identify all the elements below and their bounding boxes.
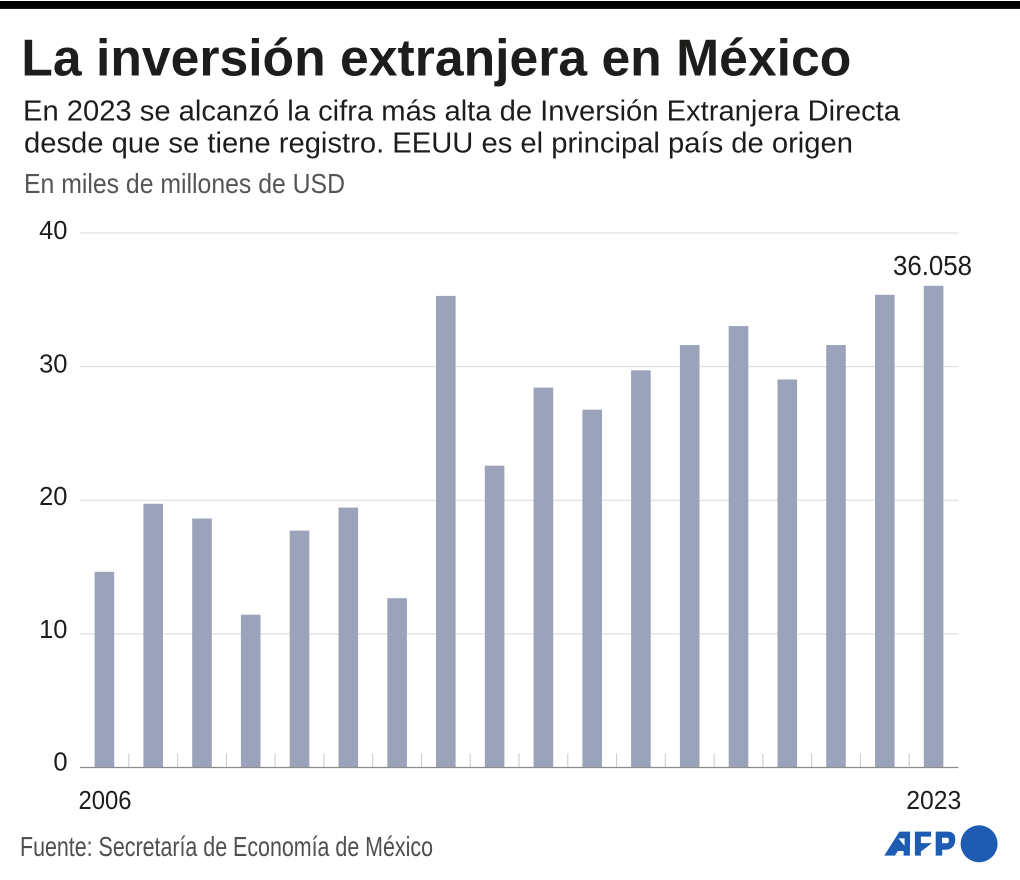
svg-text:20: 20 bbox=[39, 483, 67, 511]
svg-text:0: 0 bbox=[53, 749, 67, 777]
svg-text:30: 30 bbox=[39, 351, 67, 379]
svg-text:En miles de millones de USD: En miles de millones de USD bbox=[24, 168, 345, 199]
svg-text:La inversión extranjera en Méx: La inversión extranjera en México bbox=[21, 29, 851, 87]
svg-text:10: 10 bbox=[39, 616, 67, 644]
svg-text:desde que se tiene registro. E: desde que se tiene registro. EEUU es el … bbox=[24, 127, 853, 159]
svg-text:36.058: 36.058 bbox=[893, 250, 972, 281]
svg-text:Fuente: Secretaría de Economía: Fuente: Secretaría de Economía de México bbox=[20, 831, 433, 862]
svg-text:En 2023 se alcanzó la cifra má: En 2023 se alcanzó la cifra más alta de … bbox=[23, 95, 901, 127]
svg-text:40: 40 bbox=[39, 217, 67, 245]
svg-text:2006: 2006 bbox=[79, 785, 132, 815]
svg-text:2023: 2023 bbox=[906, 785, 961, 815]
